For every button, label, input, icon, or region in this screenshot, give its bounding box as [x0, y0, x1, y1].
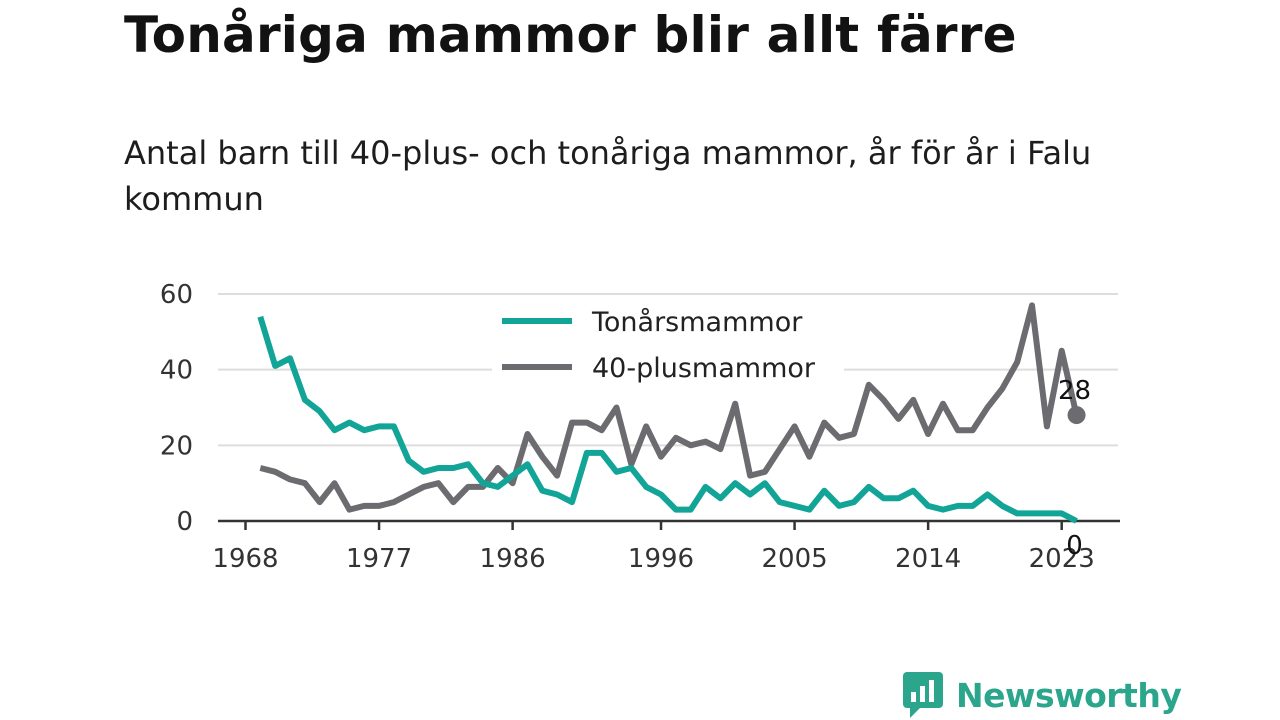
end-labels: 0 28	[1058, 376, 1091, 561]
brand-name: Newsworthy	[956, 675, 1182, 715]
x-tick-label-2014: 2014	[895, 544, 961, 574]
legend-label-0: Tonårsmammor	[591, 307, 803, 338]
x-axis: 1968 1977 1986 1996 2005 2014 2023	[212, 519, 1120, 574]
legend: Tonårsmammor 40-plusmammor	[492, 296, 844, 392]
page-title: Tonåriga mammor blir allt färre	[124, 6, 1017, 64]
y-axis: 0 20 40 60	[160, 280, 193, 537]
y-tick-label-0: 0	[176, 507, 193, 537]
y-tick-label-20: 20	[160, 431, 193, 461]
series-lines	[257, 302, 1086, 524]
newsworthy-logo: Newsworthy	[902, 670, 1182, 720]
x-tick-label-2005: 2005	[761, 544, 827, 574]
x-tick-label-1996: 1996	[628, 544, 694, 574]
end-label-40-plusmammor: 28	[1058, 376, 1091, 406]
series-line-tonarsmammor	[257, 315, 1078, 524]
legend-label-1: 40-plusmammor	[592, 353, 816, 384]
legend-background	[492, 296, 844, 392]
chart-subtitle: Antal barn till 40-plus- och tonåriga ma…	[124, 134, 1092, 218]
x-tick-label-2023: 2023	[1029, 544, 1095, 574]
end-point-40-plusmammor	[1067, 406, 1086, 425]
x-tick-label-1977: 1977	[346, 544, 412, 574]
x-tick-label-1986: 1986	[480, 544, 546, 574]
x-tick-label-1968: 1968	[212, 544, 278, 574]
y-tick-label-60: 60	[160, 280, 193, 310]
newsworthy-logo-icon	[903, 672, 943, 718]
y-tick-label-40: 40	[160, 356, 193, 386]
series-line-40-plusmammor	[259, 302, 1080, 513]
end-label-tonarsmammor: 0	[1066, 531, 1083, 561]
